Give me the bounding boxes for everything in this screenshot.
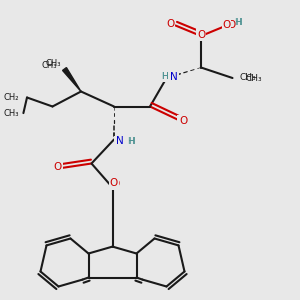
Text: O: O (197, 29, 205, 40)
Text: O: O (166, 19, 174, 29)
Text: N: N (170, 71, 178, 82)
Polygon shape (63, 68, 81, 92)
Text: H: H (162, 72, 168, 81)
Text: CH₃: CH₃ (46, 58, 62, 68)
Text: O: O (179, 116, 187, 126)
Text: O: O (110, 178, 118, 188)
Text: CH₃: CH₃ (239, 74, 256, 82)
Text: CH₃: CH₃ (4, 110, 20, 118)
Text: O: O (165, 19, 174, 29)
Text: N: N (170, 70, 178, 81)
Text: N: N (116, 136, 124, 146)
Text: O: O (53, 162, 61, 172)
Text: O: O (54, 162, 62, 172)
Text: O: O (178, 116, 186, 127)
Text: H: H (235, 18, 241, 27)
Text: CH₂: CH₂ (4, 93, 20, 102)
Text: H: H (127, 137, 134, 146)
Text: CH₃: CH₃ (245, 74, 262, 83)
Text: H: H (128, 136, 134, 146)
Text: H: H (162, 72, 168, 81)
Text: O: O (222, 20, 231, 30)
Text: N: N (116, 137, 123, 147)
Text: H: H (235, 18, 242, 27)
Text: O: O (111, 179, 120, 189)
Text: CH₃: CH₃ (41, 61, 57, 70)
Text: O: O (227, 20, 235, 31)
